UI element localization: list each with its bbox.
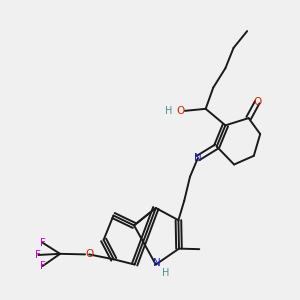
Text: F: F [40, 261, 46, 271]
Text: O: O [253, 97, 261, 107]
Text: O: O [177, 106, 185, 116]
Text: F: F [40, 238, 46, 248]
Text: N: N [194, 153, 202, 163]
Text: N: N [153, 257, 161, 268]
Text: H: H [165, 106, 172, 116]
Text: O: O [85, 249, 93, 260]
Text: H: H [162, 268, 169, 278]
Text: F: F [35, 250, 41, 260]
